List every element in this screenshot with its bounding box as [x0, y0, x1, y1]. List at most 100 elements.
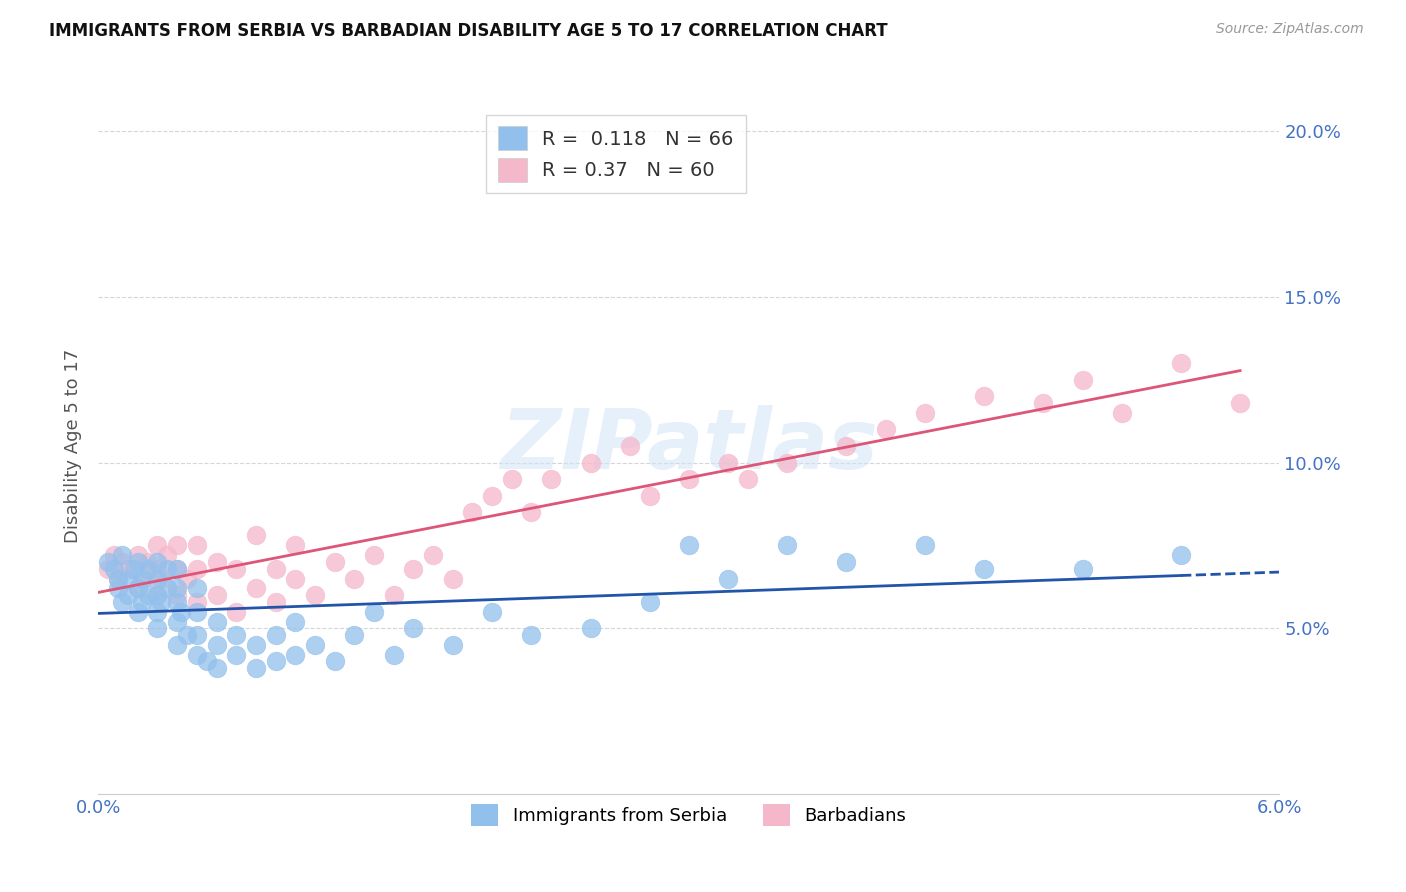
Point: [186, 561, 208, 575]
Point: [131, 572, 153, 586]
Point: [186, 605, 208, 619]
Point: [579, 456, 602, 470]
Point: [1032, 396, 1054, 410]
Point: [441, 638, 464, 652]
Point: [166, 588, 188, 602]
Point: [363, 605, 385, 619]
Legend: Immigrants from Serbia, Barbadians: Immigrants from Serbia, Barbadians: [464, 797, 914, 833]
Point: [186, 648, 208, 662]
Point: [481, 605, 503, 619]
Point: [363, 549, 385, 563]
Point: [117, 561, 139, 575]
Point: [914, 406, 936, 420]
Point: [284, 572, 307, 586]
Point: [117, 572, 139, 586]
Point: [245, 638, 267, 652]
Point: [225, 628, 247, 642]
Point: [166, 638, 188, 652]
Point: [1170, 549, 1192, 563]
Point: [156, 549, 179, 563]
Text: IMMIGRANTS FROM SERBIA VS BARBADIAN DISABILITY AGE 5 TO 17 CORRELATION CHART: IMMIGRANTS FROM SERBIA VS BARBADIAN DISA…: [49, 22, 887, 40]
Point: [737, 472, 759, 486]
Point: [205, 588, 228, 602]
Point: [166, 538, 188, 552]
Point: [776, 538, 799, 552]
Point: [284, 615, 307, 629]
Point: [205, 661, 228, 675]
Point: [343, 628, 366, 642]
Point: [1170, 356, 1192, 370]
Point: [186, 538, 208, 552]
Point: [717, 456, 740, 470]
Point: [170, 605, 193, 619]
Point: [835, 439, 858, 453]
Point: [1071, 373, 1094, 387]
Point: [382, 588, 405, 602]
Point: [127, 605, 149, 619]
Point: [323, 555, 346, 569]
Point: [186, 595, 208, 609]
Point: [131, 595, 153, 609]
Point: [150, 572, 173, 586]
Point: [245, 582, 267, 596]
Point: [205, 615, 228, 629]
Point: [107, 582, 129, 596]
Point: [166, 561, 188, 575]
Point: [107, 572, 129, 586]
Point: [304, 588, 326, 602]
Point: [111, 595, 134, 609]
Point: [111, 555, 134, 569]
Point: [97, 561, 120, 575]
Point: [402, 621, 425, 635]
Point: [225, 605, 247, 619]
Point: [776, 456, 799, 470]
Point: [579, 621, 602, 635]
Point: [717, 572, 740, 586]
Point: [146, 538, 169, 552]
Point: [540, 472, 562, 486]
Point: [973, 389, 995, 403]
Point: [156, 561, 179, 575]
Point: [678, 472, 700, 486]
Point: [136, 561, 159, 575]
Point: [638, 595, 661, 609]
Point: [146, 572, 169, 586]
Point: [264, 561, 287, 575]
Point: [166, 582, 188, 596]
Point: [166, 561, 188, 575]
Point: [520, 505, 543, 519]
Point: [205, 555, 228, 569]
Point: [127, 582, 149, 596]
Point: [441, 572, 464, 586]
Point: [343, 572, 366, 586]
Point: [176, 628, 198, 642]
Point: [678, 538, 700, 552]
Point: [122, 561, 145, 575]
Point: [166, 615, 188, 629]
Point: [127, 582, 149, 596]
Point: [127, 555, 149, 569]
Point: [150, 595, 173, 609]
Point: [638, 489, 661, 503]
Point: [136, 588, 159, 602]
Point: [195, 654, 218, 668]
Point: [146, 555, 169, 569]
Point: [461, 505, 484, 519]
Point: [402, 561, 425, 575]
Point: [117, 588, 139, 602]
Point: [875, 422, 897, 436]
Point: [264, 628, 287, 642]
Point: [225, 561, 247, 575]
Point: [835, 555, 858, 569]
Point: [186, 628, 208, 642]
Point: [1229, 396, 1251, 410]
Point: [264, 595, 287, 609]
Point: [284, 648, 307, 662]
Point: [146, 588, 169, 602]
Point: [111, 549, 134, 563]
Point: [176, 572, 198, 586]
Point: [166, 595, 188, 609]
Y-axis label: Disability Age 5 to 17: Disability Age 5 to 17: [65, 349, 83, 543]
Text: Source: ZipAtlas.com: Source: ZipAtlas.com: [1216, 22, 1364, 37]
Point: [1111, 406, 1133, 420]
